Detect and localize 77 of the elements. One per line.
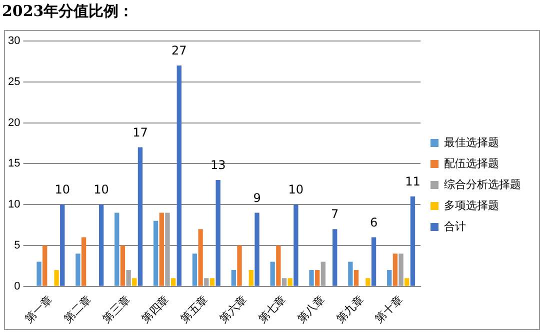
bar	[153, 220, 158, 286]
data-label: 10	[94, 182, 109, 197]
bar	[371, 237, 376, 286]
bar	[138, 147, 143, 286]
bar	[42, 245, 48, 286]
data-label: 9	[253, 190, 261, 205]
bar	[366, 278, 370, 286]
data-label: 6	[370, 215, 378, 230]
bar	[320, 262, 326, 286]
legend-label: 最佳选择题	[444, 136, 499, 149]
bar	[270, 262, 275, 286]
x-tick-label: 第二章	[61, 292, 94, 326]
bar	[309, 270, 314, 286]
bar	[165, 212, 170, 286]
bar	[282, 278, 287, 286]
bar	[54, 270, 59, 286]
bar	[198, 229, 203, 286]
x-tick-label: 第六章	[216, 292, 250, 326]
y-tick-label: 20	[8, 116, 20, 129]
data-label: 10	[288, 182, 304, 197]
data-label: 10	[54, 182, 70, 197]
data-label: 11	[405, 174, 420, 188]
x-tick-label: 第七章	[256, 292, 288, 326]
bar	[348, 262, 353, 286]
y-tick-label: 5	[14, 239, 20, 252]
legend-label: 配伍选择题	[444, 156, 499, 170]
bar	[231, 270, 236, 286]
data-label: 7	[331, 207, 339, 222]
x-tick-label: 第四章	[139, 292, 172, 326]
legend-label: 合计	[444, 220, 466, 233]
bar	[126, 270, 131, 286]
bar	[176, 66, 182, 286]
bar	[294, 204, 298, 286]
bar	[81, 237, 86, 286]
x-tick-label: 第五章	[178, 292, 211, 326]
x-tick-label: 第十章	[372, 292, 406, 326]
data-label: 17	[132, 125, 148, 140]
bar	[315, 270, 320, 286]
bar	[192, 254, 198, 286]
bar	[204, 278, 209, 286]
bar	[114, 212, 120, 286]
data-label: 27	[172, 44, 187, 58]
bar	[254, 212, 260, 286]
bar	[36, 262, 42, 286]
bar	[159, 212, 164, 286]
bar	[276, 245, 281, 286]
bar	[288, 278, 292, 286]
x-tick-label: 第一章	[22, 292, 55, 326]
legend-label: 综合分析选择题	[444, 178, 521, 191]
bar	[398, 254, 404, 286]
bar	[237, 245, 242, 286]
x-tick-label: 第三章	[100, 292, 133, 326]
bar	[170, 278, 176, 286]
legend-label: 多项选择题	[444, 198, 499, 212]
y-tick-label: 30	[8, 35, 20, 48]
bar	[354, 270, 359, 286]
bar	[387, 270, 392, 286]
x-tick-label: 第九章	[334, 292, 366, 326]
y-tick-label: 25	[8, 76, 20, 88]
bar	[98, 204, 104, 286]
bar	[404, 278, 410, 286]
bar	[76, 254, 80, 286]
bar	[410, 196, 416, 286]
y-tick-label: 0	[14, 280, 20, 292]
bar	[216, 180, 220, 286]
bar	[60, 204, 65, 286]
bar	[120, 245, 126, 286]
data-label: 13	[210, 158, 226, 172]
bar	[132, 278, 137, 286]
bar	[392, 254, 398, 286]
bar	[332, 229, 338, 286]
chart-title: 2023年分值比例：	[2, 2, 134, 21]
bar	[210, 278, 215, 286]
y-tick-label: 15	[8, 158, 20, 170]
bar	[248, 270, 254, 286]
x-tick-label: 第八章	[294, 292, 328, 326]
y-tick-label: 10	[8, 198, 20, 211]
